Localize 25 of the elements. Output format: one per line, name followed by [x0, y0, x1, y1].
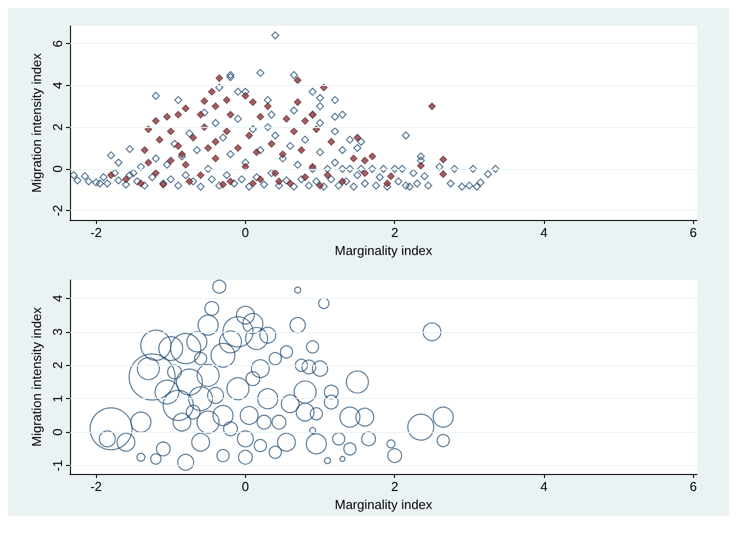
- x-tick-label: 4: [540, 479, 548, 494]
- y-tick-label: 2: [50, 362, 65, 369]
- x-tick-label: -2: [90, 225, 102, 240]
- y-tick-label: 4: [50, 294, 65, 302]
- x-tick-label: 4: [540, 225, 548, 240]
- x-tick-label: 0: [242, 225, 250, 240]
- y-tick-label: 4: [50, 82, 65, 90]
- x-tick-label: 2: [391, 479, 398, 494]
- x-axis-title: Marginality index: [334, 496, 433, 512]
- y-tick-label: 0: [50, 165, 65, 173]
- y-tick-label: 0: [50, 428, 65, 436]
- y-tick-label: 1: [50, 395, 65, 402]
- y-axis-title: Migration intensity index: [29, 306, 44, 447]
- x-tick-label: 0: [242, 479, 250, 494]
- x-tick-label: 6: [690, 479, 697, 494]
- x-axis-title: Marginality index: [334, 242, 433, 258]
- y-tick-label: 3: [50, 328, 65, 336]
- y-tick-label: -2: [50, 204, 65, 216]
- y-tick-label: 6: [50, 40, 65, 48]
- x-tick-label: -2: [90, 479, 102, 494]
- y-tick-label: -1: [50, 460, 65, 472]
- x-tick-label: 6: [690, 225, 697, 240]
- y-tick-label: 2: [50, 124, 65, 131]
- y-axis-title: Migration intensity index: [29, 52, 44, 193]
- x-tick-label: 2: [391, 225, 398, 240]
